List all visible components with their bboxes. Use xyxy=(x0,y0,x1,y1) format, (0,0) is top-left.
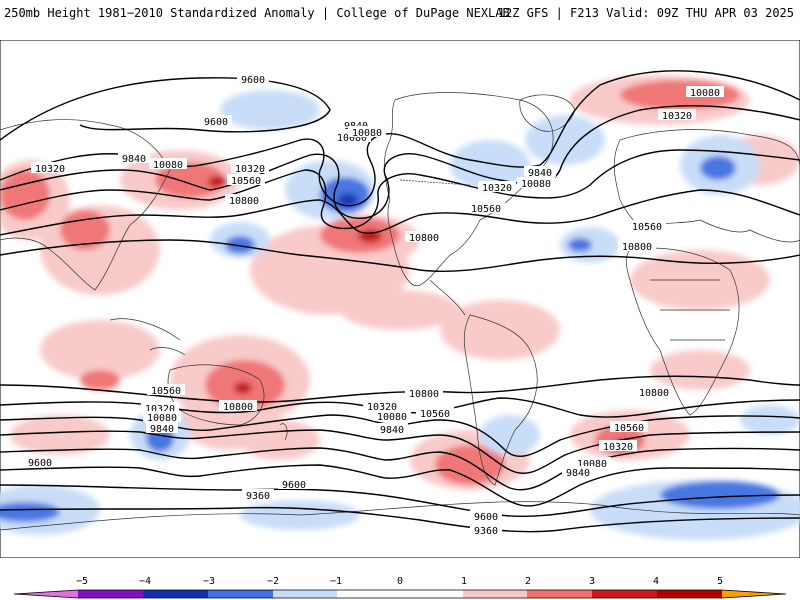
colorbar-tick: −2 xyxy=(267,576,279,587)
colorbar-swatch-zero-pos xyxy=(400,590,463,598)
contour-label: 10320 xyxy=(145,404,175,415)
contour-label: 10080 xyxy=(153,160,183,171)
contour-label: 10800 xyxy=(229,196,259,207)
model-valid-time: 12Z GFS | F213 Valid: 09Z THU APR 03 202… xyxy=(497,6,794,20)
contour-label: 10080 xyxy=(352,128,382,139)
contour-label: 9840 xyxy=(122,154,146,165)
contour-label: 10320 xyxy=(235,164,265,175)
contour-label: 10560 xyxy=(231,176,261,187)
colorbar-tick: −3 xyxy=(203,576,215,587)
contour-labels: 9600 9600 9840 10080 10320 10560 10800 1… xyxy=(24,73,724,537)
contour-label: 9600 xyxy=(282,480,306,491)
colorbar-tick: −1 xyxy=(330,576,342,587)
contour-label: 9360 xyxy=(474,526,498,537)
contour-label: 9600 xyxy=(28,458,52,469)
contour-label: 10320 xyxy=(662,111,692,122)
colorbar-tick: 3 xyxy=(589,576,595,587)
colorbar-swatch-neg1 xyxy=(273,590,337,598)
contour-label: 10560 xyxy=(614,423,644,434)
colorbar-swatch-pos5 xyxy=(722,590,786,598)
contour-label: 10080 xyxy=(577,459,607,470)
colorbar-swatch-neg5 xyxy=(14,590,78,598)
colorbar-swatch-pos2 xyxy=(527,590,592,598)
negative-1-anomaly xyxy=(0,90,800,540)
contour-label: 10800 xyxy=(622,242,652,253)
contour-label: 9600 xyxy=(474,512,498,523)
contour-label: 9840 xyxy=(566,468,590,479)
contour-label: 10320 xyxy=(367,402,397,413)
colorbar-swatch-neg2 xyxy=(208,590,273,598)
colorbar-swatch-pos1 xyxy=(463,590,527,598)
colorbar-ticks: −5 −4 −3 −2 −1 0 1 2 3 4 5 xyxy=(76,576,723,587)
contour-label: 10080 xyxy=(337,133,367,144)
contour-label: 10800 xyxy=(409,233,439,244)
contour-label: 10320 xyxy=(482,183,512,194)
contour-label: 10320 xyxy=(35,164,65,175)
colorbar-tick: 2 xyxy=(525,576,531,587)
negative-3-anomaly xyxy=(338,193,358,207)
contour-label: 10080 xyxy=(690,88,720,99)
contour-label: 10080 xyxy=(521,179,551,190)
contour-label: 9840 xyxy=(150,424,174,435)
colorbar-tick: 4 xyxy=(653,576,659,587)
colorbar-tick: 5 xyxy=(717,576,723,587)
colorbar-tick: −4 xyxy=(139,576,151,587)
contour-label: 10080 xyxy=(147,413,177,424)
contour-label: 10320 xyxy=(603,442,633,453)
colorbar-swatch-neg3 xyxy=(143,590,208,598)
contour-label: 9600 xyxy=(241,75,265,86)
anomaly-shading xyxy=(0,75,800,540)
contour-label: 9840 xyxy=(380,425,404,436)
anomaly-colorbar: −5 −4 −3 −2 −1 0 1 2 3 4 5 xyxy=(13,576,787,599)
colorbar-tick: −5 xyxy=(76,576,88,587)
contour-label: 9600 xyxy=(204,117,228,128)
anomaly-map: 9600 9600 9840 10080 10320 10560 10800 1… xyxy=(0,40,800,558)
contour-label: 10560 xyxy=(420,409,450,420)
contour-label: 10080 xyxy=(377,412,407,423)
colorbar-swatch-pos3 xyxy=(592,590,657,598)
colorbar-swatches xyxy=(13,589,787,599)
colorbar-tick: 0 xyxy=(397,576,403,587)
contour-label: 10560 xyxy=(151,386,181,397)
header: 250mb Height 1981−2010 Standardized Anom… xyxy=(0,0,800,30)
colorbar-tick: 1 xyxy=(461,576,467,587)
contour-label: 10800 xyxy=(409,389,439,400)
contour-label: 10800 xyxy=(639,388,669,399)
contour-label: 9840 xyxy=(528,168,552,179)
colorbar-swatch-neg4 xyxy=(78,590,143,598)
map-title: 250mb Height 1981−2010 Standardized Anom… xyxy=(4,6,510,20)
contour-label: 10560 xyxy=(632,222,662,233)
contour-label: 9360 xyxy=(246,491,270,502)
colorbar-swatch-pos4 xyxy=(657,590,722,598)
colorbar-swatch-zero-neg xyxy=(337,590,400,598)
contour-label: 10800 xyxy=(223,402,253,413)
contour-label: 10560 xyxy=(471,204,501,215)
